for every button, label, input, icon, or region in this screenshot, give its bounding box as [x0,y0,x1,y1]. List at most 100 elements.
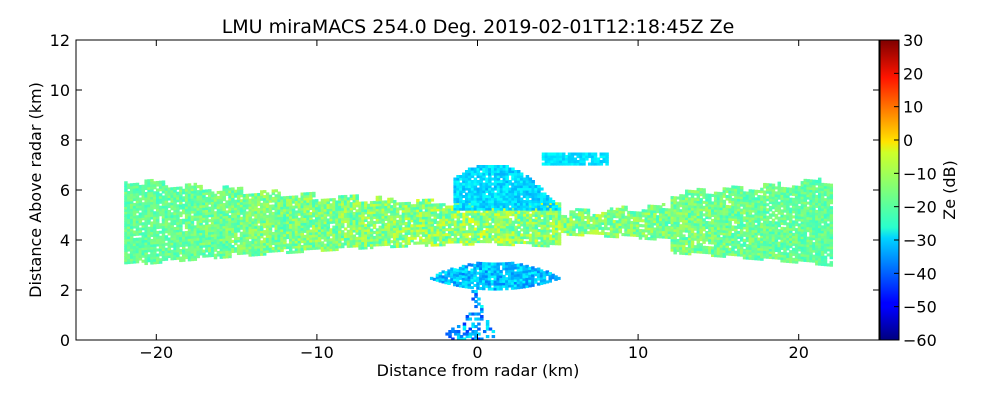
echo-cell [774,206,779,210]
echo-cell [236,224,241,228]
echo-cell [800,223,805,227]
echo-cell [682,226,686,230]
echo-cell [314,241,319,245]
echo-cell [745,219,750,223]
echo-cell [829,191,834,195]
echo-cell [791,257,796,261]
echo-cell [456,185,460,189]
echo-cell [245,218,250,222]
echo-cell [786,204,790,208]
echo-cell [806,216,810,220]
echo-cell [144,216,148,221]
echo-cell [306,247,310,251]
echo-cell [786,189,790,193]
echo-cell [826,213,831,217]
echo-cell [687,192,692,196]
echo-cell [132,230,137,234]
echo-cell [661,225,666,229]
echo-cell [563,227,568,231]
echo-cell [760,237,764,241]
echo-cell [340,222,345,226]
echo-cell [445,228,449,232]
echo-cell [687,239,692,243]
echo-cell [306,197,310,201]
echo-cell [294,227,299,232]
echo-cell [817,180,822,184]
echo-cell [170,234,174,238]
echo-cell [734,238,738,242]
echo-cell [803,181,808,185]
echo-cell [748,224,753,228]
echo-cell [829,233,834,237]
echo-cell [367,243,371,247]
echo-cell [355,244,359,248]
echo-cell [367,208,371,212]
echo-cell [349,194,354,198]
echo-cell [326,235,331,240]
echo-cell [803,233,808,237]
echo-cell [271,216,276,221]
echo-cell [473,240,478,244]
echo-cell [800,231,805,235]
echo-cell [777,211,781,215]
echo-cell [696,240,701,244]
echo-cell [144,244,148,248]
echo-cell [407,211,411,215]
echo-cell [442,213,446,217]
echo-cell [208,206,212,210]
echo-cell [283,246,287,250]
echo-cell [647,212,651,216]
echo-cell [453,240,458,244]
echo-cell [789,220,793,224]
echo-cell [531,228,536,232]
echo-cell [653,212,657,216]
echo-cell [745,209,750,213]
echo-cell [462,185,466,189]
echo-cell [791,197,796,201]
echo-cell [124,218,128,222]
echo-cell [283,216,287,220]
echo-cell [739,196,744,200]
echo-cell [557,202,562,206]
echo-cell [783,229,787,233]
echo-cell [670,218,675,222]
echo-cell [364,206,368,210]
echo-cell [210,211,215,215]
echo-cell [262,202,267,206]
echo-cell [502,242,507,247]
echo-cell [505,225,510,229]
echo-cell [193,227,198,231]
echo-cell [193,252,198,256]
echo-cell [644,209,649,213]
echo-cell [196,217,200,221]
echo-cell [384,242,388,246]
echo-cell [132,225,137,229]
echo-cell [471,205,475,209]
echo-cell [728,235,732,239]
echo-cell [609,209,614,213]
echo-cell [679,201,683,205]
echo-cell [803,223,808,227]
echo-cell [199,222,203,226]
echo-cell [393,237,397,241]
echo-cell [413,211,417,215]
echo-cell [248,206,252,210]
echo-cell [670,216,675,220]
echo-cell [624,223,628,227]
echo-cell [618,217,622,221]
echo-cell [722,204,727,208]
echo-cell [381,225,385,229]
echo-cell [783,247,787,251]
echo-cell [699,230,703,234]
echo-cell [783,242,787,246]
echo-cell [176,221,180,225]
echo-cell [459,200,463,204]
echo-cell [231,244,235,248]
echo-cell [641,229,646,233]
echo-cell [182,221,186,225]
echo-cell [314,204,319,208]
echo-cell [699,228,703,232]
echo-cell [809,226,813,230]
echo-cell [794,245,799,249]
echo-cell [505,222,510,227]
